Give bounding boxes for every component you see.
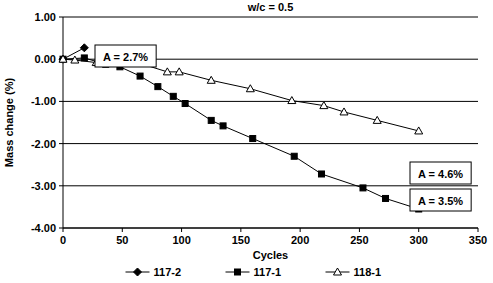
- grid-line: [63, 101, 478, 102]
- annotation: A = 4.6%: [410, 162, 471, 184]
- x-tick-label: 250: [350, 234, 368, 246]
- y-tick-label: -3.00: [31, 180, 56, 192]
- data-point: [415, 127, 423, 134]
- x-tick-label: 200: [291, 234, 309, 246]
- series-line: [63, 58, 419, 209]
- y-tick: [59, 228, 63, 229]
- data-point: [59, 55, 67, 62]
- legend-label: 117-2: [154, 266, 182, 278]
- data-point: [340, 108, 348, 115]
- y-tick: [59, 143, 63, 144]
- grid-line: [63, 143, 478, 144]
- x-tick: [122, 228, 123, 232]
- y-axis: [63, 17, 64, 228]
- annotation-box: [410, 189, 471, 211]
- x-tick: [478, 228, 479, 232]
- x-tick-label: 50: [116, 234, 128, 246]
- x-tick: [240, 228, 241, 232]
- y-axis-label: Mass change (%): [3, 78, 15, 168]
- data-point: [71, 56, 79, 63]
- grid-line: [63, 185, 478, 186]
- data-point: [163, 68, 171, 75]
- y-tick: [59, 185, 63, 186]
- data-point: [175, 68, 183, 75]
- legend-marker: [134, 268, 142, 276]
- x-tick: [300, 228, 301, 232]
- data-point: [59, 55, 67, 63]
- data-point: [220, 123, 226, 129]
- data-point: [207, 76, 215, 83]
- plot-area: [59, 44, 423, 212]
- title: w/c = 0.5: [247, 1, 294, 13]
- y-tick-label: -1.00: [31, 95, 56, 107]
- legend: 117-2 117-1 118-1: [126, 266, 382, 278]
- data-point: [170, 93, 176, 99]
- x-tick-label: 100: [172, 234, 190, 246]
- annotation-text: A = 4.6%: [418, 168, 463, 180]
- x-tick: [418, 228, 419, 232]
- data-point: [288, 97, 296, 104]
- grid-line: [63, 228, 478, 229]
- legend-marker: [235, 269, 241, 275]
- annotation: A = 2.7%: [95, 45, 156, 67]
- x-axis-label: Cycles: [253, 249, 288, 261]
- x-tick: [63, 228, 64, 232]
- y-tick: [59, 101, 63, 102]
- x-tick-label: 300: [410, 234, 428, 246]
- data-point: [182, 101, 188, 107]
- data-point: [80, 44, 88, 52]
- data-point: [81, 55, 87, 61]
- data-point: [320, 102, 328, 109]
- legend-label: 118-1: [354, 266, 382, 278]
- y-tick-label: -4.00: [31, 222, 56, 234]
- y-tick: [59, 17, 63, 18]
- annotation-text: A = 3.5%: [418, 195, 463, 207]
- grid-line: [63, 17, 478, 18]
- x-tick-label: 150: [232, 234, 250, 246]
- y-tick-label: -2.00: [31, 138, 56, 150]
- x-tick-label: 0: [60, 234, 66, 246]
- data-point: [360, 185, 366, 191]
- background: [0, 0, 493, 283]
- data-point: [318, 171, 324, 177]
- data-point: [250, 136, 256, 142]
- data-point: [137, 73, 143, 79]
- x-tick: [181, 228, 182, 232]
- data-point: [155, 84, 161, 90]
- legend-label: 117-1: [254, 266, 282, 278]
- legend-marker: [334, 268, 342, 275]
- data-point: [383, 195, 389, 201]
- y-tick-label: 1.00: [35, 11, 56, 23]
- x-axis: [63, 228, 478, 229]
- data-point: [373, 116, 381, 123]
- chart: w/c = 0.5 1.00 0.00 -1.00 -2.00 -3.00 -4.00 0 50…: [0, 0, 493, 283]
- annotation: A = 3.5%: [410, 189, 471, 211]
- series-line: [63, 59, 419, 131]
- data-point: [60, 56, 66, 62]
- x-tick: [359, 228, 360, 232]
- annotation-text: A = 2.7%: [103, 51, 148, 63]
- annotation-box: [95, 45, 156, 67]
- data-point: [208, 117, 214, 123]
- x-tick-label: 350: [469, 234, 487, 246]
- y-tick-label: 0.00: [35, 53, 56, 65]
- data-point: [291, 153, 297, 159]
- annotation-box: [410, 162, 471, 184]
- data-point: [246, 85, 254, 92]
